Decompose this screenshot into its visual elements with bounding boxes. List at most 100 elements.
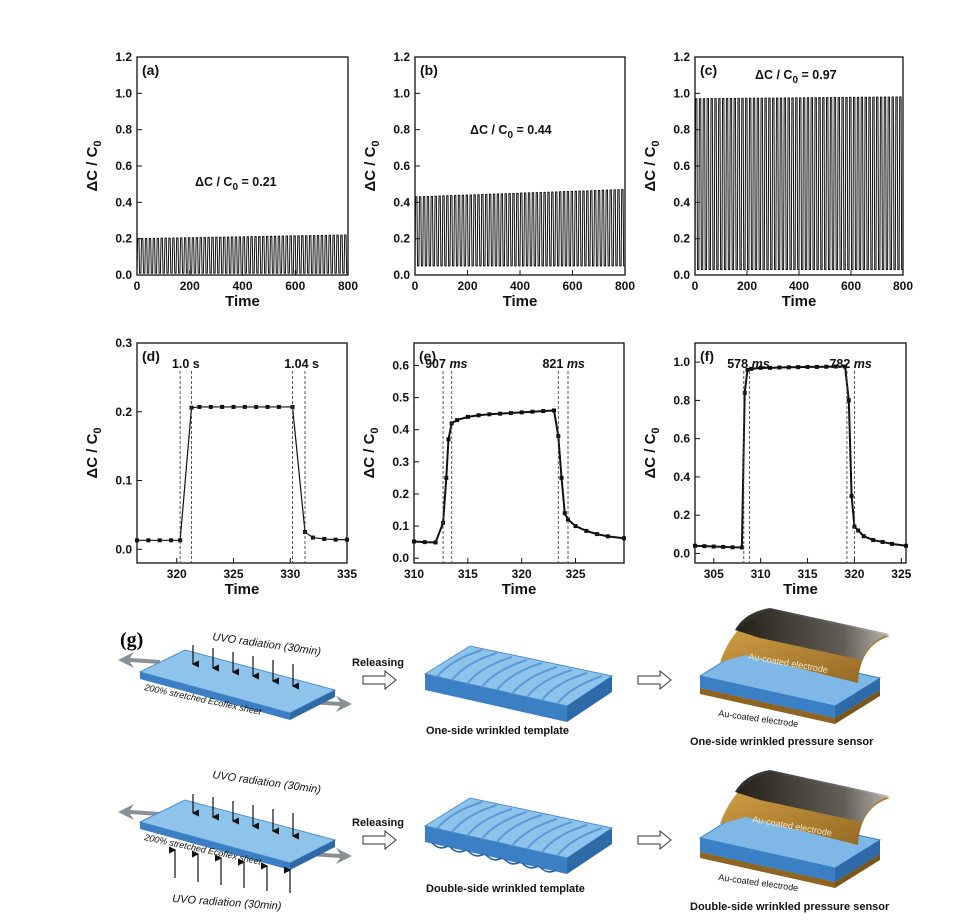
x-axis-label: Time	[225, 293, 260, 310]
x-tick-label: 400	[789, 279, 809, 293]
data-point	[446, 437, 451, 442]
chart-panel-d: 320 325 330 335 0.0 0.1 0.2 0.3 Time ΔC / C0 (d) 1.…	[84, 336, 357, 598]
x-tick-label: 310	[751, 567, 771, 581]
double-side-template-block	[423, 797, 614, 874]
y-tick-label: 0.0	[673, 268, 690, 282]
annotation-sub: 0	[792, 75, 798, 86]
x-tick-label: 315	[798, 567, 818, 581]
response-time-unit: ms	[567, 357, 585, 371]
response-time-label: 907 ms	[425, 357, 467, 371]
data-point	[796, 365, 801, 370]
data-point	[739, 545, 744, 550]
data-point	[530, 409, 535, 414]
plot-frame	[413, 342, 625, 564]
annotation-value: = 0.97	[798, 68, 837, 82]
response-time-value: 782	[829, 357, 853, 371]
y-tick-label: 0.8	[673, 123, 690, 137]
stretch-arrow-icon	[118, 652, 160, 668]
data-point	[824, 364, 829, 369]
data-point	[444, 475, 449, 480]
data-point	[146, 538, 151, 543]
y-axis-label-main: ΔC / C	[642, 433, 659, 478]
x-axis-label: Time	[503, 293, 538, 310]
y-axis-label-sub: 0	[92, 427, 104, 433]
x-tick-label: 330	[280, 567, 300, 581]
x-tick-label: 400	[510, 279, 530, 293]
data-point	[412, 539, 416, 544]
x-tick-label: 325	[566, 567, 586, 581]
data-point	[595, 532, 600, 537]
releasing-label: Releasing	[352, 657, 404, 669]
annotation-sub: 0	[232, 182, 238, 193]
data-point	[487, 412, 492, 417]
annotation-value: = 0.21	[238, 175, 277, 189]
data-point	[573, 524, 578, 529]
stretch-arrow-icon	[310, 696, 352, 712]
uvo-label-top: UVO radiation (30min)	[212, 631, 322, 658]
data-point	[265, 404, 270, 409]
data-point	[508, 411, 513, 416]
data-point	[254, 404, 259, 409]
x-tick-label: 0	[134, 279, 141, 293]
response-time-label: 1.04 s	[284, 357, 319, 371]
y-tick-label: 0.6	[392, 358, 409, 372]
y-tick-label: 0.6	[673, 159, 690, 173]
y-tick-label: 0.6	[673, 432, 690, 446]
data-point	[242, 404, 247, 409]
annotation-main: ΔC / C	[470, 123, 507, 137]
chart-panel-c: 0 200 400 600 800 0.0 0.2 0.4 0.6 0.8 1.0 1.2 Time ΔC…	[642, 50, 913, 310]
series-line	[137, 234, 348, 274]
data-point	[135, 538, 139, 543]
y-tick-label: 0.0	[115, 268, 132, 282]
one-side-sensor-label: One-side wrinkled pressure sensor	[690, 736, 874, 748]
chart-panel-e: 310 315 320 325 0.0 0.1 0.2 0.3 0.4 0.5 0.6 Time ΔC …	[361, 342, 626, 598]
x-tick-label: 325	[891, 567, 911, 581]
data-point	[758, 365, 763, 370]
one-side-sensor-block: Au-coated electrode Au-coated electrode	[698, 608, 890, 729]
x-tick-label: 305	[704, 567, 724, 581]
y-axis-label-main: ΔC / C	[84, 433, 101, 478]
data-point	[833, 364, 838, 369]
y-tick-label: 0.3	[392, 455, 409, 469]
panel-label-f: (f)	[700, 348, 714, 364]
x-tick-label: 310	[404, 567, 424, 581]
data-point	[889, 541, 894, 546]
double-side-template-label: Double-side wrinkled template	[426, 883, 585, 895]
annotation-label: ΔC / C0 = 0.21	[195, 175, 277, 193]
y-axis-label-main: ΔC / C	[84, 146, 101, 191]
x-tick-label: 320	[167, 567, 187, 581]
y-axis-label-main: ΔC / C	[361, 433, 378, 478]
x-axis-label: Time	[225, 581, 260, 598]
data-point	[814, 364, 819, 369]
schematic-panel-g: (g) UVO radiation (30min) 200% stretched…	[118, 608, 890, 913]
data-point	[856, 528, 861, 533]
y-tick-label: 0.8	[673, 393, 690, 407]
x-tick-label: 800	[338, 279, 358, 293]
data-point	[178, 538, 183, 543]
x-tick-label: 200	[737, 279, 757, 293]
response-time-unit: s	[312, 357, 319, 371]
data-point	[721, 544, 726, 549]
x-axis-label: Time	[783, 581, 818, 598]
chart-panel-f: 305 310 315 320 325 0.0 0.2 0.4 0.6 0.8 1.0 Time ΔC …	[642, 342, 912, 598]
response-time-unit: s	[193, 357, 200, 371]
response-time-label: 578 ms	[727, 357, 769, 371]
data-point	[345, 537, 349, 542]
data-point	[433, 540, 438, 545]
data-point	[566, 517, 570, 522]
y-axis-label-sub: 0	[650, 140, 662, 146]
x-tick-label: 200	[180, 279, 200, 293]
stretch-arrow-icon	[310, 848, 352, 864]
x-tick-label: 0	[692, 279, 699, 293]
y-tick-label: 1.0	[673, 355, 690, 369]
y-axis-label-sub: 0	[92, 140, 104, 146]
plot-frame	[136, 342, 348, 564]
data-point	[768, 365, 773, 370]
x-tick-label: 400	[232, 279, 252, 293]
process-arrow-icon	[637, 829, 672, 851]
y-tick-label: 0.0	[393, 268, 410, 282]
data-point	[333, 537, 338, 542]
data-point	[562, 511, 567, 516]
data-point	[157, 538, 162, 543]
charts-area: 0 200 400 600 800 0.0 0.2 0.4 0.6 0.8 1.0 1.2 Time ΔC…	[84, 50, 913, 598]
